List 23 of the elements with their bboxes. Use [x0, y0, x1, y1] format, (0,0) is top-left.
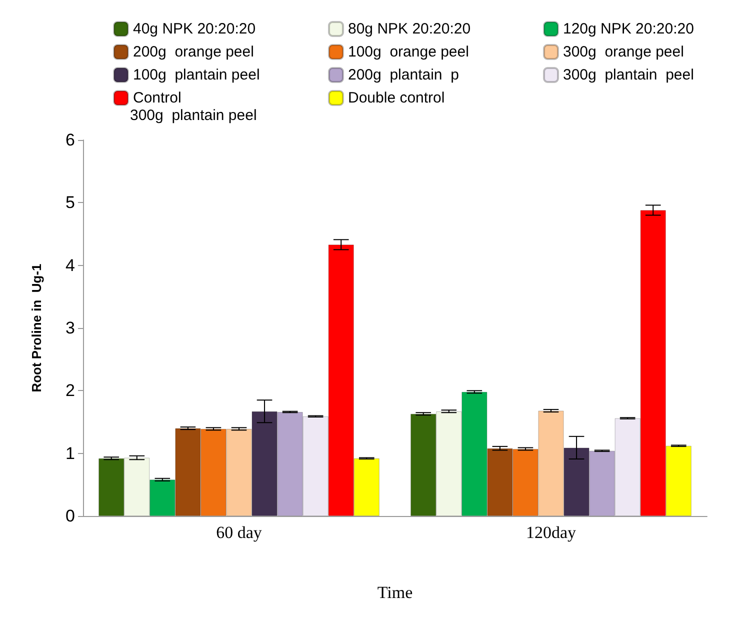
- legend-label: 40g NPK 20:20:20: [133, 20, 256, 38]
- y-tick-label: 4: [66, 256, 75, 275]
- y-tick-label: 1: [66, 444, 75, 463]
- legend-label: 100g plantain peel: [133, 66, 260, 84]
- y-tick-label: 0: [66, 506, 75, 526]
- x-tick-label: 120day: [526, 523, 577, 542]
- text: 300g plantain peel: [130, 107, 257, 124]
- legend-label: 200g orange peel: [133, 44, 254, 60]
- y-tick-label: 2: [66, 381, 75, 400]
- y-tick-label: 3: [66, 318, 75, 338]
- legend-label: 300g orange peel: [563, 44, 684, 60]
- legend-label: 120g NPK 20:20:20: [563, 20, 694, 38]
- legend-label: Double control: [348, 90, 445, 106]
- y-tick-label: 6: [66, 130, 75, 150]
- x-axis-title: Time: [377, 583, 413, 602]
- legend-label: 300g plantain peel: [563, 66, 694, 84]
- legend-label: 100g orange peel: [348, 44, 469, 60]
- legend-label: 80g NPK 20:20:20: [348, 20, 471, 38]
- y-axis-title: Root Proline in Ug-1: [29, 264, 44, 392]
- legend-label: Control: [133, 90, 182, 106]
- x-tick-label: 60 day: [216, 523, 262, 542]
- y-tick-label: 5: [66, 193, 75, 212]
- legend-label: 200g plantain p: [348, 66, 459, 84]
